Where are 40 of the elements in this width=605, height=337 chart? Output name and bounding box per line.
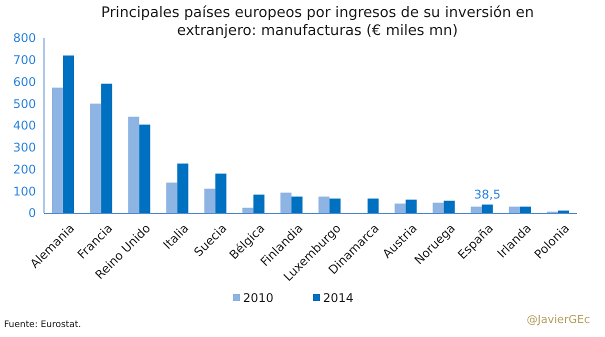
y-tick-label: 0 <box>28 206 36 220</box>
bar <box>291 196 303 213</box>
source-note: Fuente: Eurostat. <box>4 320 82 330</box>
bar <box>444 200 455 213</box>
bar <box>470 206 482 213</box>
bar <box>253 194 264 213</box>
bar <box>508 206 520 213</box>
text: @JavierGEc <box>526 313 590 326</box>
data-label: 38,5 <box>474 188 501 202</box>
bar <box>280 192 292 213</box>
bar <box>406 200 417 213</box>
bar <box>52 88 64 213</box>
bar <box>177 164 188 213</box>
bar <box>520 206 531 213</box>
bar <box>482 204 493 213</box>
bar <box>128 116 140 213</box>
bar <box>432 202 444 213</box>
bar <box>204 188 216 213</box>
y-tick-label: 500 <box>13 96 36 111</box>
y-tick-label: 700 <box>13 53 36 68</box>
bar <box>242 208 254 213</box>
bar <box>394 204 406 213</box>
legend-label: 2010 <box>243 291 274 305</box>
y-tick-label: 200 <box>13 162 36 176</box>
bar <box>330 198 341 213</box>
bar <box>63 56 74 213</box>
bar <box>139 124 150 213</box>
bar <box>101 84 112 213</box>
y-tick-label: 400 <box>13 118 36 133</box>
legend-label: 2014 <box>323 291 354 305</box>
y-tick-label: 600 <box>13 74 36 89</box>
chart-title: Principales países europeos por ingresos de su inversión en extranjero: manufacturas (€ miles mn) <box>101 5 534 39</box>
bar <box>215 174 226 213</box>
y-tick-label: 300 <box>13 140 36 155</box>
bar <box>368 198 379 213</box>
bar <box>318 196 330 213</box>
bar <box>166 182 178 213</box>
y-tick-label: 100 <box>13 184 36 198</box>
y-tick-label: 800 <box>13 31 36 46</box>
bar <box>90 104 102 213</box>
